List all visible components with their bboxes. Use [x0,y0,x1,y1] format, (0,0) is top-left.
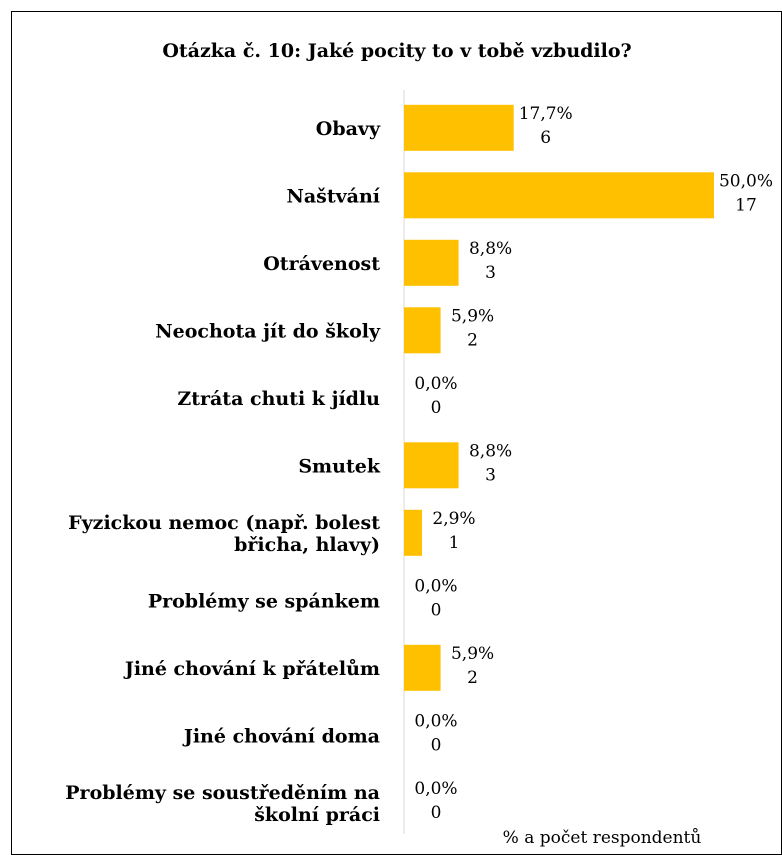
percent-label-3: 5,9% [451,306,494,326]
percent-label-0: 17,7% [519,104,573,124]
count-label-7: 0 [431,600,442,620]
category-label-9: Jiné chování doma [182,725,380,747]
bar-0 [404,104,514,151]
count-label-1: 17 [735,195,757,215]
bar-3 [404,307,441,354]
percent-label-6: 2,9% [432,509,475,529]
percent-label-1: 50,0% [719,171,773,191]
category-label-8: Jiné chování k přátelům [123,658,380,680]
bars-group [404,104,714,691]
count-label-5: 3 [485,465,496,485]
count-label-10: 0 [431,803,442,823]
bar-6 [404,509,422,556]
category-labels-group: Obavy Naštvání Otrávenost Neochota jít do š… [65,118,381,826]
count-label-9: 0 [431,735,442,755]
percent-label-5: 8,8% [469,441,512,461]
percent-label-9: 0,0% [414,711,457,731]
bar-1 [404,172,714,219]
bar-5 [404,442,459,489]
data-labels-group: 17,7% 6 50,0% 17 8,8% 3 5,9% 2 0,0% 0 8,8% 3 2,9% 1 0,… [414,104,773,823]
category-label-3: Neochota jít do školy [155,320,381,342]
category-label-7: Problémy se spánkem [148,590,380,612]
bar-2 [404,239,459,286]
count-label-4: 0 [431,398,442,418]
chart-frame: Otázka č. 10: Jaké pocity to v tobě vzbu… [11,11,782,855]
count-label-2: 3 [485,263,496,283]
category-label-5: Smutek [298,455,381,477]
chart-title: Otázka č. 10: Jaké pocity to v tobě vzbu… [162,40,631,62]
category-label-1: Naštvání [286,185,380,207]
count-label-6: 1 [449,533,460,553]
category-label-0: Obavy [316,118,381,140]
category-label-6-line-1: břicha, hlavy) [234,534,380,556]
percent-label-8: 5,9% [451,644,494,664]
bar-8 [404,644,441,691]
percent-label-2: 8,8% [469,239,512,259]
count-label-8: 2 [467,668,478,688]
unit-note: % a počet respondentů [503,828,702,848]
category-label-6-line-0: Fyzickou nemoc (např. bolest [68,512,380,534]
category-label-10-line-1: školní práci [254,804,380,826]
count-label-3: 2 [467,330,478,350]
percent-label-10: 0,0% [414,779,457,799]
bar-chart: Otázka č. 10: Jaké pocity to v tobě vzbu… [65,40,773,848]
count-label-0: 6 [540,128,551,148]
category-label-4: Ztráta chuti k jídlu [177,388,380,410]
percent-label-4: 0,0% [414,374,457,394]
category-label-2: Otrávenost [263,253,380,275]
category-label-10-line-0: Problémy se soustředěním na [65,782,380,804]
percent-label-7: 0,0% [414,576,457,596]
